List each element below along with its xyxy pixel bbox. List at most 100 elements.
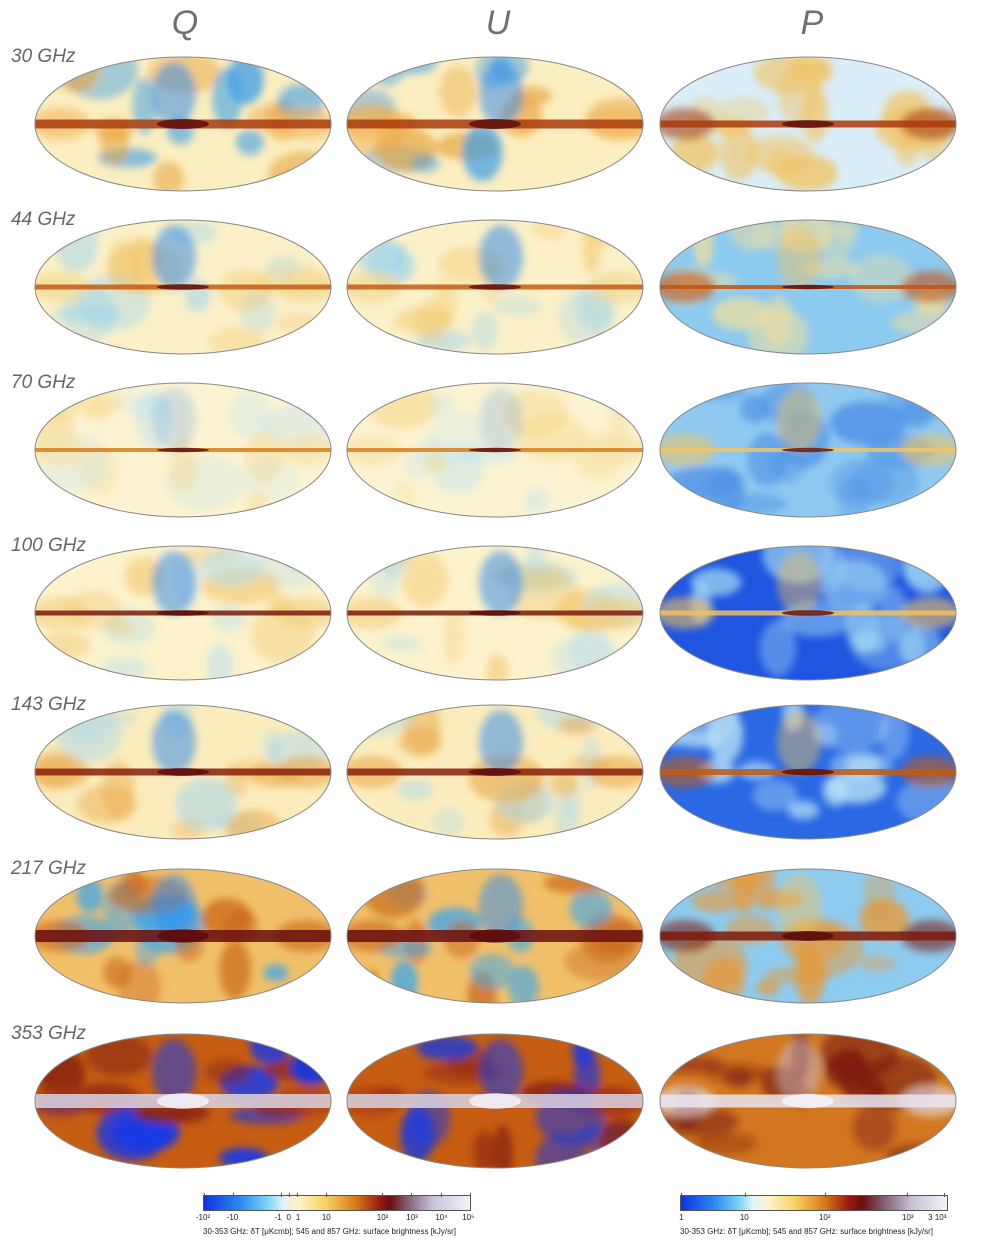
map-feature [666,466,743,501]
colorbar-positive-tick: 1 [679,1213,684,1222]
colorbar-signed: -10² -10 -1 0 1 10 10² 10³ 10⁴ 10⁵ 30-35… [196,1193,474,1236]
map-feature [777,1039,821,1103]
map-feature [381,634,423,652]
map-feature [152,874,196,938]
map-outline [346,868,644,1004]
map-outline [34,382,332,518]
map-feature [859,955,896,972]
map-feature [762,296,793,348]
galactic-center [469,284,521,290]
map-feature [183,278,212,312]
galactic-center [469,768,521,776]
map-outline [659,1033,957,1169]
sky-map-q-100ghz [34,545,332,681]
colorbar-signed-tick: 10⁵ [462,1213,475,1222]
map-feature [77,785,137,824]
row-label-143ghz: 143 GHz [11,694,86,715]
sky-map-q-143ghz [34,704,332,840]
galactic-center [469,610,521,616]
map-feature [765,148,797,180]
map-feature [572,1035,593,1066]
map-feature [777,62,821,126]
colorbar-signed-tick: 0 [286,1213,291,1222]
galactic-center [157,284,209,290]
map-feature [432,807,465,837]
map-outline [34,1033,332,1169]
map-feature [885,1143,948,1168]
sky-map-p-44ghz [659,219,957,355]
column-header-p: P [800,4,824,42]
map-feature [752,780,798,812]
sky-map-u-44ghz [346,219,644,355]
map-feature [756,978,781,996]
sky-map-p-217ghz [659,868,957,1004]
map-feature [777,710,821,774]
map-feature [152,388,196,452]
colorbar-positive-tick: 10³ [902,1213,914,1222]
map-feature [207,643,233,680]
map-feature [443,609,465,665]
map-feature [543,872,608,894]
map-outline [34,219,332,355]
map-feature [852,1104,896,1151]
map-feature [740,394,769,424]
map-feature [777,225,821,289]
map-feature [479,62,523,126]
map-feature [706,706,744,764]
galactic-center [782,284,834,290]
colorbar-signed-gradient [203,1193,471,1211]
column-header-q: Q [171,4,199,42]
map-feature [86,1035,153,1076]
map-outline [346,382,644,518]
sky-map-u-30ghz [346,56,644,192]
map-feature [211,604,246,632]
map-feature [404,449,433,480]
map-feature [486,653,508,680]
galactic-center [157,610,209,616]
map-feature [469,953,515,990]
map-feature [152,225,196,289]
map-feature [569,889,612,929]
map-feature [152,551,196,615]
map-feature [721,493,788,515]
map-feature [400,1107,435,1163]
map-feature [524,487,551,513]
map-outline [34,545,332,681]
map-outline [346,545,644,681]
colorbar-signed-tick: 10 [321,1213,331,1222]
galactic-center [782,1093,834,1109]
map-feature [695,1132,758,1155]
column-header-u: U [485,4,511,42]
map-feature [218,940,252,1000]
galactic-center [782,610,834,616]
map-feature [599,1118,643,1163]
map-feature [201,898,253,939]
row-label-217ghz: 217 GHz [11,858,86,879]
map-feature [229,391,271,439]
colorbar-signed-tick: 10² [376,1213,389,1222]
map-outline [34,868,332,1004]
map-feature [108,235,160,277]
map-outline [659,704,957,840]
colorbar-signed-tick: 1 [295,1213,301,1222]
map-feature [850,253,913,304]
map-feature [471,312,498,350]
sky-map-p-70ghz [659,382,957,518]
map-feature [152,62,196,126]
galactic-center [782,931,834,941]
colorbar-positive-caption: 30-353 GHz: δT [μKcmb]; 545 and 857 GHz:… [680,1227,934,1236]
map-feature [535,1133,586,1168]
map-feature [777,551,821,615]
map-feature [759,620,797,677]
sky-map-u-353ghz [346,1033,644,1169]
map-feature [719,124,759,181]
map-feature [135,934,161,966]
map-feature [462,124,503,182]
map-feature [416,1035,479,1061]
sky-map-p-30ghz [659,56,957,192]
map-feature [235,129,264,156]
map-feature [479,551,523,615]
map-feature [829,459,894,506]
map-feature [393,308,455,333]
sky-map-p-143ghz [659,704,957,840]
